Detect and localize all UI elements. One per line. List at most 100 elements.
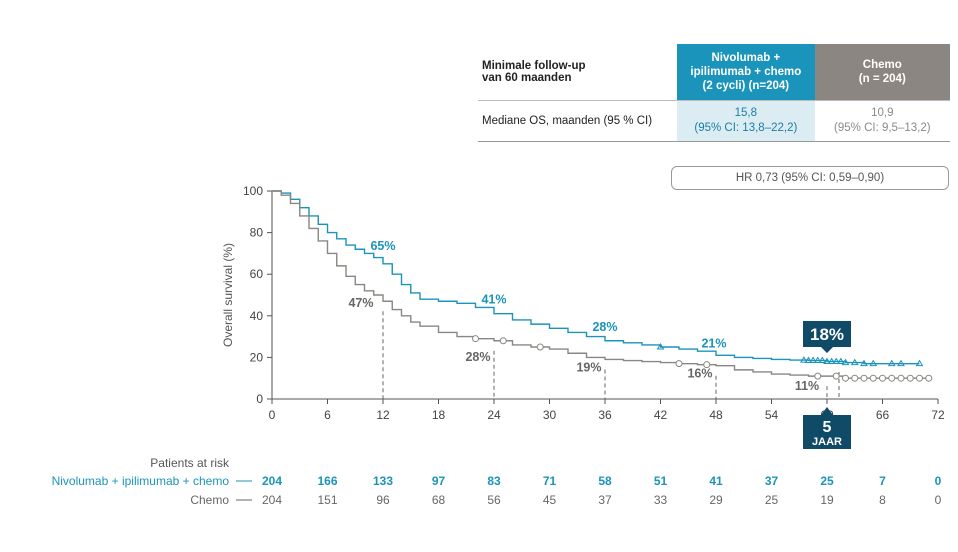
chemo-median-cell: 10,9 (95% CI: 9,5–13,2)	[814, 100, 950, 142]
nivo-censor-mark	[915, 359, 924, 367]
at-risk-value: 0	[935, 493, 942, 507]
at-risk-row-name-0: Nivolumab + ipilimumab + chemo	[52, 474, 230, 488]
at-risk-value: 56	[487, 493, 501, 507]
at-risk-value: 45	[543, 493, 557, 507]
nivo-censor-mark	[818, 356, 827, 364]
at-risk-value: 37	[598, 493, 612, 507]
five-year-number: 5	[823, 419, 832, 436]
x-tick-label: 72	[931, 408, 945, 422]
nivo-censor-mark	[656, 343, 665, 350]
at-risk-value: 133	[373, 474, 393, 488]
chemo-survival-line	[272, 190, 929, 379]
at-risk-value: 58	[598, 474, 612, 488]
at-risk-value: 68	[432, 493, 446, 507]
at-risk-value: 204	[262, 493, 282, 507]
nivo-censor-mark	[836, 357, 845, 365]
at-risk-value: 29	[709, 493, 723, 507]
y-axis-label: Overall survival (%)	[221, 243, 235, 347]
chemo-censor-mark	[842, 374, 849, 382]
table-header-label: Minimale follow-up van 60 maanden	[478, 44, 677, 101]
chemo-censor-mark	[703, 361, 711, 369]
chemo-censor-mark	[472, 335, 479, 343]
at-risk-value: 33	[654, 493, 668, 507]
chemo-censor-mark	[675, 360, 683, 368]
nivo-survival-line	[272, 190, 920, 365]
nivo-header-line-2: ipilimumab + chemo	[690, 66, 802, 78]
x-tick-label: 66	[876, 408, 890, 422]
chemo-annotation-24: 28%	[465, 350, 490, 364]
nivo-censor-mark	[813, 356, 822, 364]
nivo-header: Nivolumab + ipilimumab + chemo (2 cycli)…	[677, 44, 815, 101]
chemo-censor-mark	[814, 372, 822, 380]
at-risk-value: 41	[709, 474, 723, 488]
chemo-censor-mark	[879, 374, 886, 382]
hazard-ratio-box: HR 0,73 (95% CI: 0,59–0,90)	[671, 166, 949, 190]
median-os-label: Mediane OS, maanden (95 % CI)	[478, 100, 678, 142]
at-risk-value: 19	[820, 493, 834, 507]
at-risk-value: 51	[654, 474, 668, 488]
x-tick-label: 0	[269, 408, 276, 422]
at-risk-value: 7	[879, 474, 886, 488]
landmark-callout-box	[803, 321, 851, 353]
nivo-median: 15,8	[734, 107, 758, 119]
nivo-annotation-36: 28%	[592, 320, 617, 334]
chemo-censor-mark	[888, 374, 896, 382]
summary-table: Minimale follow-up van 60 maanden Nivolu…	[478, 44, 950, 142]
at-risk-value: 0	[935, 474, 942, 488]
at-risk-value: 204	[262, 474, 282, 488]
x-tick-label: 18	[432, 408, 446, 422]
x-tick-label: 36	[598, 408, 612, 422]
chemo-censor-mark	[897, 374, 905, 382]
x-tick-label: 12	[376, 408, 390, 422]
nivo-censor-mark	[850, 358, 859, 366]
chemo-censor-mark	[851, 374, 859, 382]
nivo-censor-mark	[804, 356, 813, 364]
header-line-1: Minimale follow-up	[482, 60, 586, 72]
x-tick-label: 30	[543, 408, 557, 422]
header-line-2: van 60 maanden	[482, 72, 572, 84]
chemo-censor-mark	[832, 372, 840, 380]
at-risk-value: 97	[432, 474, 446, 488]
y-tick-label: 20	[250, 350, 264, 364]
at-risk-value: 25	[820, 474, 834, 488]
chemo-header-line-2: (n = 204)	[858, 73, 906, 85]
nivo-censor-mark	[841, 358, 850, 366]
chemo-censor-mark	[906, 374, 914, 382]
nivo-header-line-1: Nivolumab +	[711, 52, 781, 64]
chemo-censor-mark	[925, 374, 933, 382]
nivo-annotation-24: 41%	[481, 293, 506, 307]
nivo-censor-mark	[897, 359, 905, 367]
at-risk-value: 37	[765, 474, 779, 488]
at-risk-value: 166	[317, 474, 337, 488]
nivo-censor-mark	[869, 359, 878, 367]
chemo-header-line-1: Chemo	[862, 59, 902, 71]
at-risk-value: 25	[765, 493, 779, 507]
chemo-annotation-12: 47%	[348, 296, 373, 310]
x-tick-label: 42	[654, 408, 668, 422]
nivo-annotation-48: 21%	[701, 336, 726, 350]
at-risk-value: 83	[487, 474, 501, 488]
chemo-median: 10,9	[871, 107, 894, 119]
y-tick-label: 100	[243, 184, 263, 198]
y-tick-label: 40	[250, 309, 264, 323]
chemo-annotation-60: 11%	[795, 379, 819, 393]
chemo-header: Chemo (n = 204)	[814, 44, 950, 101]
nivo-ci: (95% CI: 13,8–22,2)	[694, 122, 798, 134]
nivo-censor-mark	[809, 356, 818, 364]
chemo-censor-mark	[499, 337, 507, 345]
nivo-censor-mark	[860, 359, 868, 367]
at-risk-value: 71	[543, 474, 557, 488]
chemo-censor-mark	[916, 374, 923, 382]
y-tick-label: 0	[256, 392, 263, 406]
at-risk-title: Patients at risk	[150, 456, 230, 470]
y-tick-label: 80	[250, 226, 264, 240]
chemo-annotation-36: 19%	[576, 360, 601, 374]
chemo-annotation-48: 16%	[687, 367, 712, 381]
at-risk-row-name-1: Chemo	[190, 493, 229, 507]
nivo-censor-mark	[887, 359, 896, 367]
five-year-word: JAAR	[812, 436, 842, 448]
landmark-callout-label: 18%	[810, 325, 844, 344]
nivo-censor-mark	[799, 356, 808, 363]
at-risk-value: 8	[879, 493, 886, 507]
